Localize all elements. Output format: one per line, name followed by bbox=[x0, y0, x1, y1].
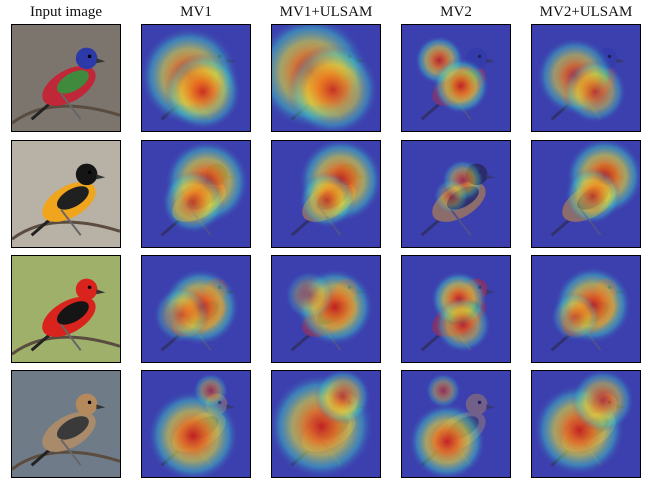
heat-spot bbox=[147, 389, 239, 477]
heat-spot bbox=[298, 171, 356, 229]
mv2-ulsam-heatmap-scarlet-tanager bbox=[531, 255, 641, 363]
mv1-heatmap-painted-bunting bbox=[141, 24, 251, 132]
heat-spot bbox=[563, 59, 627, 124]
heat-spot bbox=[286, 43, 379, 131]
mv2-ulsam-heatmap-oriole bbox=[531, 140, 641, 248]
column-header-0: Input image bbox=[29, 4, 103, 20]
mv2-heatmap-oriole bbox=[401, 140, 511, 248]
mv2-heatmap-waxwing bbox=[401, 370, 511, 478]
column-header-1: MV1 bbox=[180, 4, 212, 20]
bird-silhouette bbox=[30, 47, 106, 121]
heat-spot bbox=[550, 292, 600, 342]
mv2-heatmap-scarlet-tanager bbox=[401, 255, 511, 363]
mv1-heatmap-waxwing bbox=[141, 370, 251, 478]
input-image-oriole bbox=[11, 140, 121, 248]
input-image-waxwing bbox=[11, 370, 121, 478]
bird-silhouette bbox=[30, 278, 106, 352]
heat-spot bbox=[433, 178, 469, 214]
heat-spot bbox=[314, 371, 371, 425]
heat-spot bbox=[432, 57, 490, 115]
column-header-3: MV2 bbox=[440, 4, 472, 20]
bird-silhouette bbox=[30, 163, 106, 237]
heat-spot bbox=[408, 402, 487, 477]
mv1-heatmap-oriole bbox=[141, 140, 251, 248]
mv2-heatmap-painted-bunting bbox=[401, 24, 511, 132]
mv1-ulsam-heatmap-waxwing bbox=[271, 370, 381, 478]
heat-spot bbox=[425, 372, 461, 409]
heat-spot bbox=[152, 286, 210, 344]
bird-silhouette bbox=[30, 393, 106, 467]
heat-spot bbox=[163, 52, 242, 131]
heat-spot bbox=[284, 270, 335, 320]
mv1-ulsam-heatmap-oriole bbox=[271, 140, 381, 248]
input-image-painted-bunting bbox=[11, 24, 121, 132]
heat-spot bbox=[193, 372, 229, 409]
mv1-heatmap-scarlet-tanager bbox=[141, 255, 251, 363]
heat-spot bbox=[570, 371, 635, 433]
mv1-ulsam-heatmap-scarlet-tanager bbox=[271, 255, 381, 363]
mv1-ulsam-heatmap-painted-bunting bbox=[271, 24, 381, 132]
column-header-4: MV2+ULSAM bbox=[539, 4, 633, 20]
heat-spot bbox=[161, 170, 225, 234]
mv2-ulsam-heatmap-waxwing bbox=[531, 370, 641, 478]
input-image-scarlet-tanager bbox=[11, 255, 121, 363]
heat-spot bbox=[434, 296, 492, 353]
heat-spot bbox=[564, 167, 622, 225]
column-header-2: MV1+ULSAM bbox=[279, 4, 373, 20]
mv2-ulsam-heatmap-painted-bunting bbox=[531, 24, 641, 132]
